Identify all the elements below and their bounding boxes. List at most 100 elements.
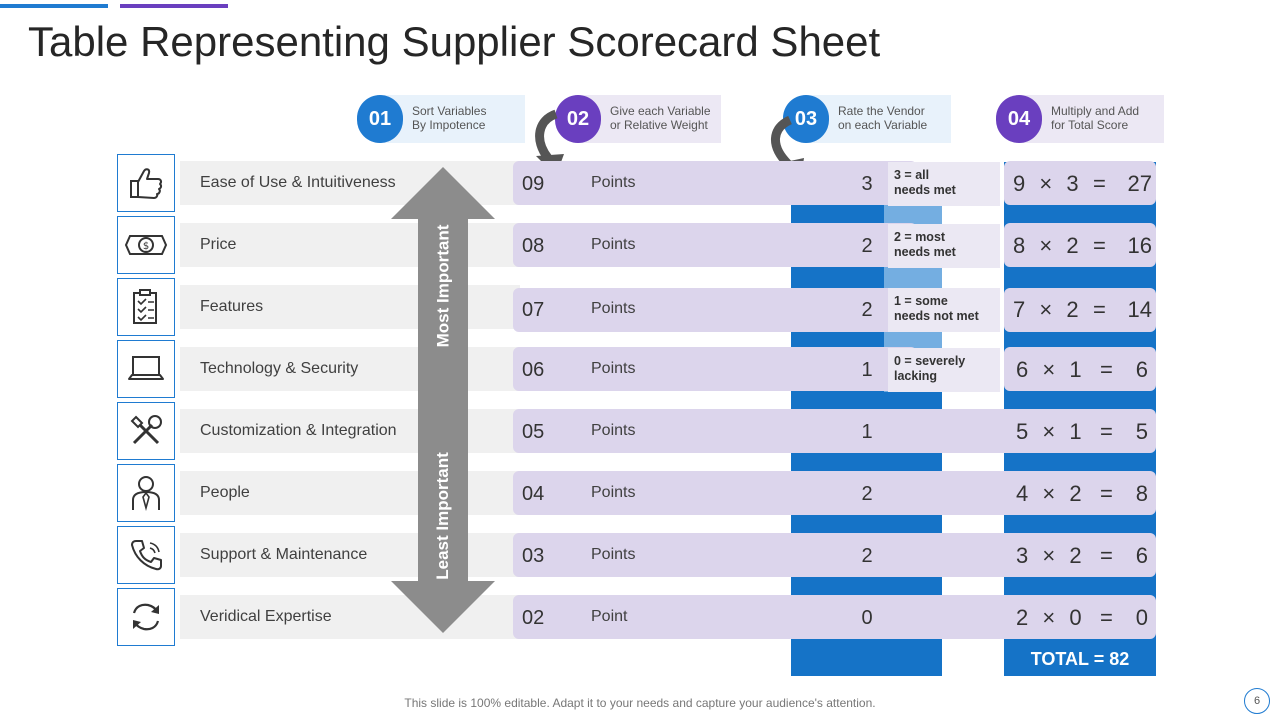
slide-title: Table Representing Supplier Scorecard Sh… — [28, 18, 881, 65]
equals-sign: = — [1093, 297, 1106, 322]
equals-sign: = — [1100, 543, 1113, 568]
row-icon-box — [117, 464, 175, 522]
legend-rating-1: 1 = some needs not met — [888, 288, 1000, 332]
calc-rating: 3 — [1066, 171, 1079, 196]
calc-rating: 2 — [1066, 297, 1079, 322]
calc-weight: 4 — [1016, 481, 1029, 506]
row-label: Customization & Integration — [200, 422, 397, 439]
money-icon: $ — [124, 235, 168, 255]
phone-icon — [131, 540, 162, 571]
sync-icon — [132, 603, 160, 631]
row-label: Price — [200, 236, 237, 253]
weight-pill — [513, 409, 1156, 453]
step-03-line2: on each Variable — [838, 118, 928, 132]
legend-rating-3: 3 = all needs met — [888, 162, 1000, 206]
equals-sign: = — [1093, 233, 1106, 258]
equals-sign: = — [1093, 171, 1106, 196]
row-icon-box — [117, 154, 175, 212]
accent-bar-blue — [0, 4, 108, 8]
calc-weight: 5 — [1016, 419, 1029, 444]
row-label: Ease of Use & Intuitiveness — [200, 174, 396, 191]
rating-value: 0 — [861, 607, 873, 629]
score-pill — [1004, 288, 1156, 332]
weight-pill — [513, 471, 1156, 515]
score-calc: 6 × 1 — [1016, 357, 1082, 383]
calc-rating: 1 — [1069, 419, 1082, 444]
rating-value: 1 — [861, 359, 873, 381]
most-important-label: Most Important — [433, 224, 452, 348]
score-calc: 9 × 3 — [1013, 171, 1079, 197]
rating-value: 2 — [861, 235, 873, 257]
step-02-text: Give each Variable or Relative Weight — [598, 95, 711, 143]
step-01: 01 Sort Variables By Impotence — [357, 95, 525, 143]
row-icon-box — [117, 402, 175, 460]
multiply-sign: × — [1042, 605, 1056, 630]
calc-weight: 3 — [1016, 543, 1029, 568]
score-result: 0 — [1135, 605, 1148, 630]
rating-value: 3 — [861, 173, 873, 195]
footer-text: This slide is 100% editable. Adapt it to… — [404, 696, 876, 710]
score-pill — [1004, 223, 1156, 267]
step-01-text: Sort Variables By Impotence — [400, 95, 486, 143]
weight-value: 06 — [522, 359, 545, 381]
row-label: Veridical Expertise — [200, 608, 332, 625]
accent-bar-purple — [120, 4, 228, 8]
step-04-line1: Multiply and Add — [1051, 104, 1140, 118]
step-02-line2: or Relative Weight — [610, 118, 708, 132]
multiply-sign: × — [1042, 357, 1056, 382]
rating-value: 1 — [861, 421, 873, 443]
step-04-number: 04 — [996, 95, 1042, 143]
step-01-line1: Sort Variables — [412, 104, 487, 118]
total-score: TOTAL = 82 — [1030, 648, 1130, 669]
step-03: 03 Rate the Vendor on each Variable — [783, 95, 951, 143]
score-calc: 4 × 2 — [1016, 481, 1082, 507]
multiply-sign: × — [1042, 481, 1056, 506]
row-icon-box — [117, 340, 175, 398]
thumbs-up-icon — [130, 168, 163, 199]
legend-line: needs met — [894, 183, 956, 197]
score-calc: 3 × 2 — [1016, 543, 1082, 569]
weight-unit: Points — [591, 360, 636, 377]
row-label: Features — [200, 298, 264, 315]
weight-value: 02 — [522, 607, 545, 629]
score-result: 14 — [1127, 297, 1152, 322]
score-pill — [1004, 161, 1156, 205]
rating-value: 2 — [861, 483, 873, 505]
score-result: 6 — [1135, 357, 1148, 382]
calc-weight: 7 — [1013, 297, 1026, 322]
step-04-text: Multiply and Add for Total Score — [1039, 95, 1139, 143]
row-label: People — [200, 484, 250, 501]
weight-value: 07 — [522, 299, 545, 321]
row-icon-box — [117, 278, 175, 336]
equals-sign: = — [1100, 357, 1113, 382]
weight-unit: Point — [591, 608, 628, 625]
calc-rating: 2 — [1066, 233, 1079, 258]
legend-line: 3 = all — [894, 168, 930, 182]
step-01-number: 01 — [357, 95, 403, 143]
rating-value: 2 — [861, 299, 873, 321]
weight-unit: Points — [591, 422, 636, 439]
svg-text:$: $ — [143, 241, 149, 252]
laptop-icon — [128, 356, 164, 380]
row-label: Technology & Security — [200, 360, 359, 377]
rating-value: 2 — [861, 545, 873, 567]
calc-weight: 9 — [1013, 171, 1026, 196]
weight-pill — [513, 223, 917, 267]
weight-pill — [513, 288, 917, 332]
weight-unit: Points — [591, 236, 636, 253]
weight-unit: Points — [591, 300, 636, 317]
score-result: 27 — [1127, 171, 1152, 196]
person-icon — [132, 476, 160, 512]
legend-line: lacking — [894, 369, 938, 383]
weight-unit: Points — [591, 174, 636, 191]
score-result: 8 — [1135, 481, 1148, 506]
multiply-sign: × — [1039, 171, 1053, 196]
tools-icon — [130, 415, 162, 445]
legend-rating-2: 2 = most needs met — [888, 224, 1000, 268]
equals-sign: = — [1100, 419, 1113, 444]
calc-weight: 6 — [1016, 357, 1029, 382]
row-icon-box: $ — [117, 216, 175, 274]
calc-weight: 8 — [1013, 233, 1026, 258]
importance-double-arrow — [391, 167, 495, 633]
multiply-sign: × — [1039, 233, 1053, 258]
